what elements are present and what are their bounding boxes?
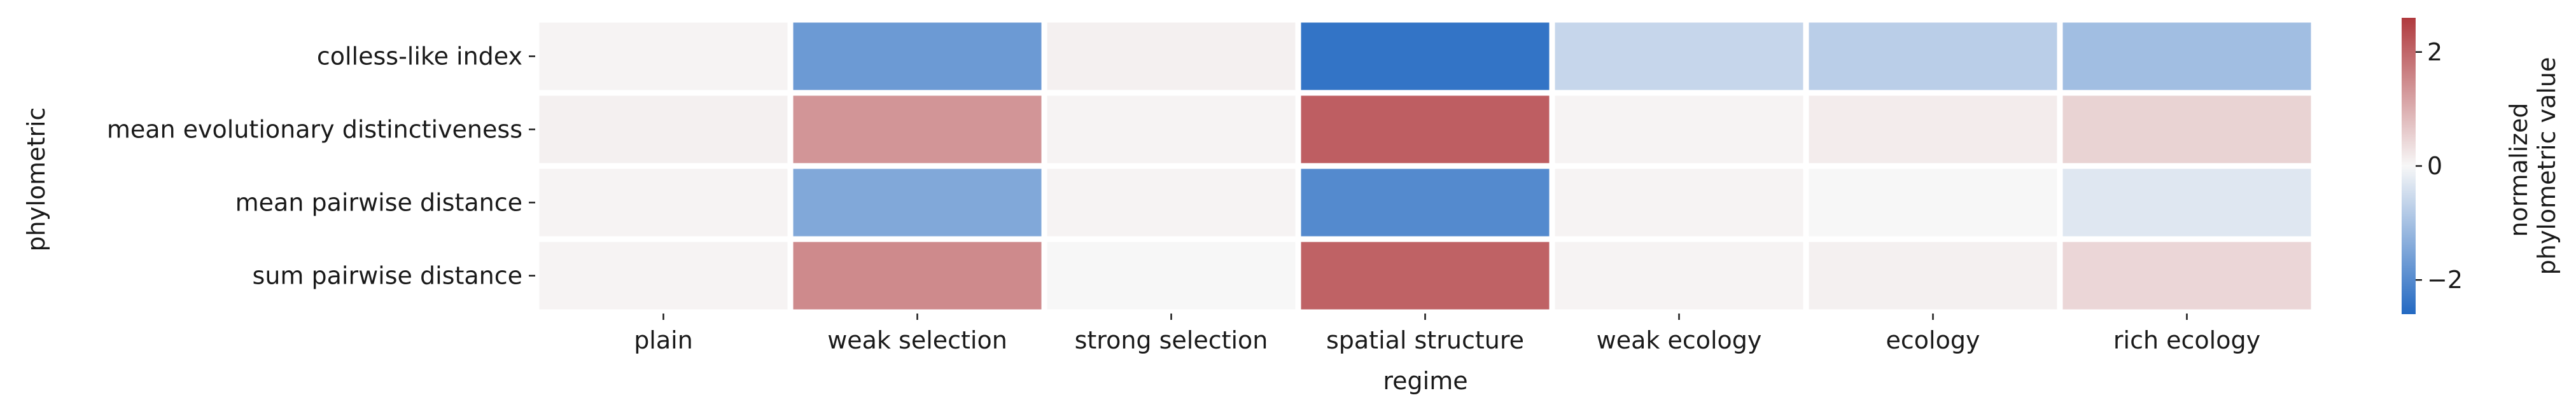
heatmap-cell	[1301, 95, 1550, 163]
colorbar-tick-label: −2	[2427, 266, 2463, 294]
colorbar-ticks: 2 0 −2	[2416, 38, 2463, 294]
heatmap-cell	[539, 242, 788, 310]
heatmap-cell	[793, 95, 1042, 163]
heatmap-cell	[1555, 169, 1803, 237]
colorbar-label-line-1: normalized	[2505, 102, 2533, 237]
heatmap-cell	[1301, 169, 1550, 237]
heatmap-cell	[1555, 242, 1803, 310]
heatmap-cell	[793, 242, 1042, 310]
heatmap-cell	[539, 169, 788, 237]
y-tick-labels: colless-like index mean evolutionary dist…	[107, 43, 535, 290]
heatmap-cell	[1301, 22, 1550, 90]
colorbar-label: normalized phylometric value	[2505, 57, 2561, 275]
heatmap-cell	[1047, 95, 1296, 163]
heatmap-cell	[1555, 95, 1803, 163]
x-tick-label: strong selection	[1075, 326, 1268, 354]
y-tick-label: mean evolutionary distinctiveness	[107, 116, 522, 144]
x-tick-label: plain	[634, 326, 693, 354]
heatmap-cell	[1047, 169, 1296, 237]
heatmap-cell	[1809, 22, 2057, 90]
heatmap-cell	[539, 95, 788, 163]
colorbar-label-line-2: phylometric value	[2533, 57, 2561, 275]
x-tick-label: weak selection	[827, 326, 1007, 354]
heatmap-cell	[1809, 242, 2057, 310]
y-tick-label: sum pairwise distance	[253, 262, 522, 290]
heatmap-cell	[2062, 169, 2311, 237]
x-axis-label: regime	[1383, 367, 1467, 395]
x-tick-label: rich ecology	[2113, 326, 2260, 354]
heatmap-cell	[539, 22, 788, 90]
y-tick-label: colless-like index	[317, 43, 522, 71]
x-tick-label: ecology	[1886, 326, 1980, 354]
heatmap-cell	[1301, 242, 1550, 310]
y-axis-label: phylometric	[22, 107, 50, 252]
heatmap-cell	[793, 22, 1042, 90]
colorbar-tick-label: 2	[2427, 38, 2442, 66]
y-tick-label: mean pairwise distance	[235, 189, 522, 217]
heatmap-cell	[1047, 22, 1296, 90]
heatmap-cell	[793, 169, 1042, 237]
heatmap-cells	[539, 22, 2311, 310]
heatmap-cell	[1809, 169, 2057, 237]
colorbar-gradient	[2402, 18, 2416, 314]
x-tick-label: spatial structure	[1326, 326, 1524, 354]
colorbar: 2 0 −2 normalized phylometric value	[2402, 18, 2561, 314]
x-tick-label: weak ecology	[1597, 326, 1762, 354]
heatmap-cell	[1047, 242, 1296, 310]
heatmap-cell	[1809, 95, 2057, 163]
heatmap-cell	[1555, 22, 1803, 90]
x-tick-labels: plain weak selection strong selection spati…	[634, 314, 2260, 354]
heatmap-cell	[2062, 95, 2311, 163]
heatmap-cell	[2062, 242, 2311, 310]
colorbar-tick-label: 0	[2427, 152, 2442, 180]
heatmap-cell	[2062, 22, 2311, 90]
